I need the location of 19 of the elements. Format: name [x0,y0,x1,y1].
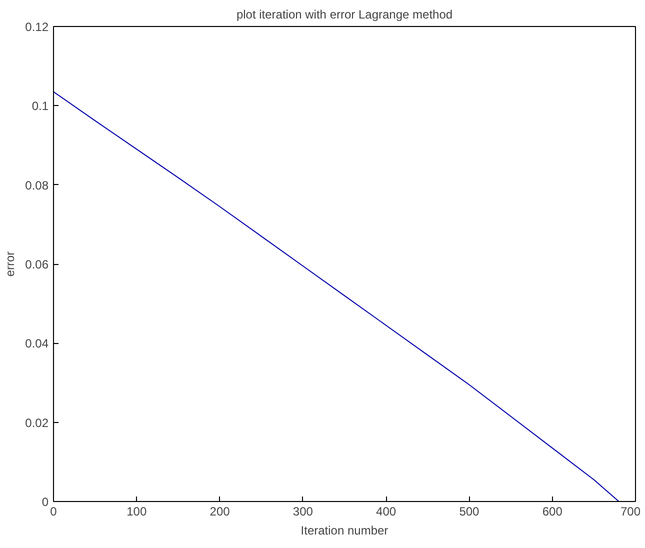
x-tick-label: 600 [542,504,563,518]
y-tick-label: 0.06 [25,258,49,272]
x-tick-label: 700 [620,504,641,518]
x-axis-title: Iteration number [300,524,388,538]
y-tick-label: 0.1 [32,99,49,114]
x-tick-label: 200 [210,504,230,518]
y-tick-label: 0.04 [25,336,49,351]
y-tick-label: 0.02 [25,416,49,430]
x-tick-label: 400 [376,504,396,518]
y-tick-label: 0.12 [25,20,49,34]
x-tick-label: 100 [126,504,147,518]
y-tick-label: 0.08 [25,178,49,192]
line-series [54,91,620,502]
x-tick-label: 0 [50,504,58,518]
y-axis-title: error [3,251,18,277]
x-tick-label: 500 [459,504,480,518]
chart-title: plot iteration with error Lagrange method [236,8,453,22]
y-tick-label: 0 [42,495,49,509]
x-tick-label: 300 [292,504,314,518]
